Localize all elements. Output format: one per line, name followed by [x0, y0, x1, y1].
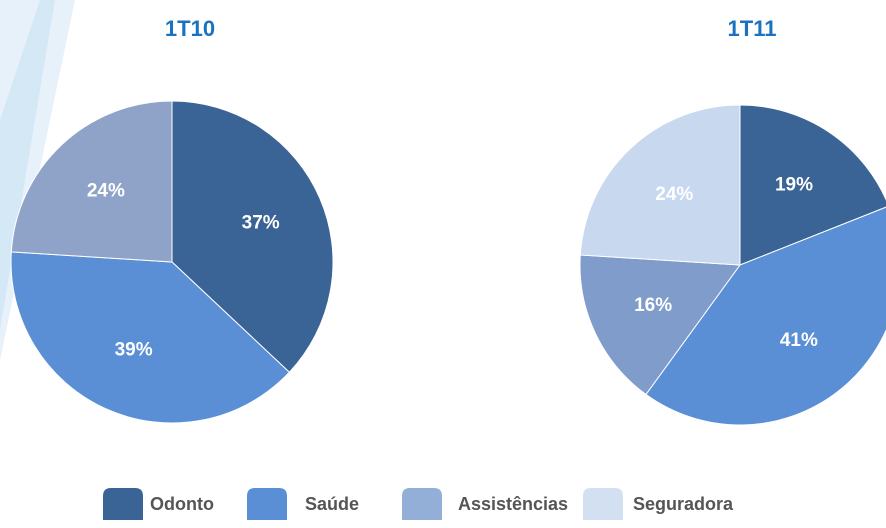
pie-slice — [739, 104, 886, 266]
pie-slice — [10, 251, 291, 424]
slice-label: 41% — [780, 330, 818, 351]
pie-slice — [579, 104, 741, 266]
slice-label: 24% — [87, 181, 125, 202]
chart-title: 1T11 — [728, 16, 777, 41]
slice-label: 19% — [775, 175, 813, 196]
slice-label: 39% — [115, 340, 153, 361]
legend-label: Saúde — [305, 494, 359, 514]
slice-label: 24% — [655, 184, 693, 205]
pie-slice — [645, 206, 886, 426]
pie-slice — [171, 100, 334, 373]
legend-swatch — [402, 488, 442, 520]
slice-label: 37% — [242, 213, 280, 234]
legend-swatch — [247, 488, 287, 520]
legend-label: Odonto — [150, 494, 214, 514]
legend-swatch — [103, 488, 143, 520]
legend-label: Seguradora — [633, 494, 734, 514]
legend-label: Assistências — [458, 494, 568, 514]
chart-title: 1T10 — [165, 16, 215, 41]
slice-label: 16% — [634, 295, 672, 316]
legend-swatch — [583, 488, 623, 520]
pie-slice — [10, 100, 173, 263]
pie-slice — [579, 254, 741, 396]
